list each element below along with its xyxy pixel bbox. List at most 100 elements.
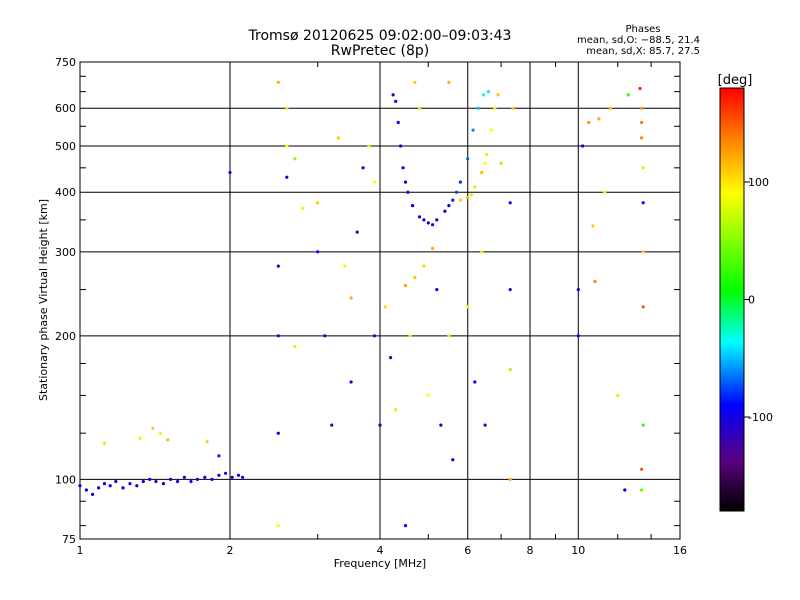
data-point — [466, 305, 470, 309]
data-point — [394, 408, 398, 412]
data-point — [78, 484, 82, 488]
data-point — [422, 264, 426, 268]
chart-subtitle: RwPretec (8p) — [331, 43, 429, 59]
data-point — [323, 334, 327, 338]
data-point — [151, 426, 155, 430]
data-point — [403, 180, 408, 184]
colorbar-ticks: 100 0 -100 — [744, 176, 773, 424]
y-tick-label: 500 — [55, 140, 76, 153]
data-point — [411, 204, 415, 208]
x-tick-label: 4 — [377, 544, 384, 557]
data-point — [593, 279, 597, 284]
data-point — [443, 209, 447, 213]
data-point — [496, 93, 500, 97]
data-point — [422, 218, 426, 222]
data-point — [486, 90, 490, 94]
data-point — [408, 334, 412, 338]
data-point — [616, 393, 620, 397]
data-point — [195, 477, 199, 481]
data-point — [493, 106, 497, 110]
data-point — [641, 201, 645, 205]
data-point — [367, 144, 371, 148]
data-point — [483, 423, 487, 427]
data-point — [458, 198, 462, 202]
data-point — [102, 441, 107, 445]
data-point — [128, 482, 132, 486]
data-point — [626, 93, 630, 97]
x-tick-label: 1 — [77, 544, 84, 557]
data-point — [349, 380, 353, 384]
colorbar — [719, 87, 745, 512]
data-point — [108, 484, 112, 488]
data-point — [217, 473, 221, 477]
data-point — [114, 479, 118, 484]
data-point — [508, 477, 512, 481]
data-point — [372, 334, 377, 338]
data-point — [480, 250, 484, 254]
data-point — [435, 288, 439, 292]
data-point — [447, 204, 451, 208]
data-point — [581, 144, 585, 148]
data-point — [154, 479, 158, 484]
data-point — [576, 334, 580, 338]
data-point — [394, 99, 398, 103]
data-point — [161, 482, 165, 486]
data-point — [439, 423, 443, 427]
legend-line-o: mean, sd,O: −88.5, 21.4 — [577, 35, 700, 46]
data-point — [293, 344, 297, 348]
x-axis-label: Frequency [MHz] — [334, 557, 426, 570]
data-point — [511, 106, 515, 110]
data-point — [166, 438, 170, 442]
data-point — [285, 175, 289, 179]
data-point — [476, 106, 480, 110]
data-point — [640, 488, 644, 492]
data-point — [138, 436, 142, 440]
data-point — [403, 524, 408, 528]
y-tick-label: 100 — [55, 473, 76, 486]
data-point — [389, 356, 393, 360]
data-point — [276, 334, 280, 338]
data-point — [241, 475, 245, 479]
data-point — [285, 106, 289, 110]
data-point — [417, 215, 422, 219]
grid-lines — [80, 62, 680, 539]
data-point — [413, 80, 417, 84]
data-point — [396, 120, 400, 125]
data-point — [640, 136, 644, 140]
data-point — [466, 195, 470, 200]
data-point — [236, 473, 241, 477]
data-point — [641, 166, 645, 170]
data-point — [623, 488, 627, 492]
data-point — [330, 423, 334, 427]
data-point — [473, 185, 477, 189]
colorbar-tick-label: 100 — [748, 176, 769, 189]
data-point — [490, 128, 494, 132]
data-point — [230, 475, 234, 479]
legend-title: Phases — [625, 24, 660, 35]
data-point — [508, 288, 512, 292]
data-point — [276, 264, 280, 268]
data-point — [471, 128, 475, 132]
data-point — [499, 161, 503, 165]
data-point — [361, 166, 365, 170]
data-point — [91, 492, 95, 496]
data-point — [431, 246, 435, 250]
data-point — [608, 106, 613, 110]
data-point — [447, 334, 451, 338]
colorbar-label: [deg] — [718, 73, 753, 88]
data-point — [372, 180, 377, 184]
data-point — [640, 106, 644, 110]
data-point — [343, 264, 347, 268]
y-tick-label: 750 — [55, 56, 76, 69]
data-point — [203, 475, 207, 479]
data-point — [84, 488, 88, 492]
data-point — [641, 250, 645, 254]
data-point — [640, 120, 644, 125]
data-point — [435, 218, 439, 222]
data-points — [78, 80, 645, 528]
data-point — [481, 93, 485, 97]
data-point — [483, 161, 487, 165]
y-axis-label: Stationary phase Virtual Height [km] — [37, 199, 50, 401]
y-tick-label: 400 — [55, 186, 76, 199]
data-point — [417, 106, 422, 110]
